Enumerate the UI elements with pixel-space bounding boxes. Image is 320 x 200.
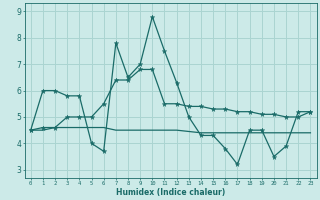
X-axis label: Humidex (Indice chaleur): Humidex (Indice chaleur) — [116, 188, 225, 197]
